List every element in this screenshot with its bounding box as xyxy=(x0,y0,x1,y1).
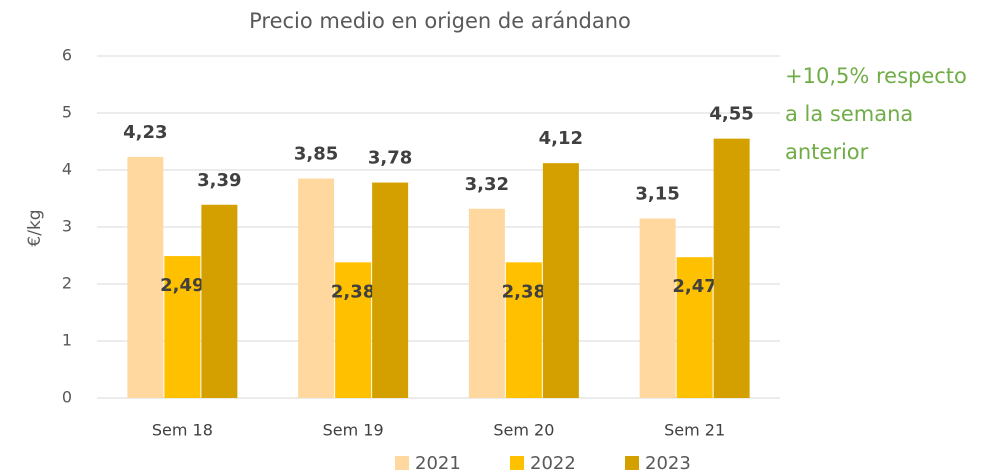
bar xyxy=(127,156,164,398)
data-label: 4,12 xyxy=(539,128,583,149)
x-tick-label: Sem 20 xyxy=(493,421,554,440)
data-label: 2,47 xyxy=(672,276,716,297)
legend-label: 2022 xyxy=(530,453,576,474)
y-tick-label: 6 xyxy=(62,46,72,65)
data-label: 3,85 xyxy=(294,144,338,165)
y-tick-label: 2 xyxy=(62,274,72,293)
bar xyxy=(639,218,676,398)
legend-swatch xyxy=(510,456,524,470)
y-tick-label: 1 xyxy=(62,331,72,350)
bar xyxy=(676,257,713,398)
y-tick-label: 3 xyxy=(62,217,72,236)
legend-swatch xyxy=(395,456,409,470)
x-tick-label: Sem 19 xyxy=(323,421,384,440)
bar xyxy=(468,208,505,398)
data-label: 4,23 xyxy=(123,122,167,143)
x-tick-label: Sem 18 xyxy=(152,421,213,440)
bar xyxy=(372,182,409,398)
legend-swatch xyxy=(625,456,639,470)
data-label: 3,15 xyxy=(635,183,679,204)
bar xyxy=(505,262,542,398)
x-tick-label: Sem 21 xyxy=(664,421,725,440)
annotation: +10,5% respecto xyxy=(785,64,967,88)
data-label: 3,78 xyxy=(368,148,412,169)
y-tick-label: 4 xyxy=(62,160,72,179)
bar xyxy=(542,163,579,398)
annotation: anterior xyxy=(785,140,869,164)
bar xyxy=(201,204,238,398)
data-label: 4,55 xyxy=(709,104,753,125)
legend-label: 2023 xyxy=(645,453,691,474)
chart-title: Precio medio en origen de arándano xyxy=(249,9,631,33)
legend-label: 2021 xyxy=(415,453,461,474)
y-tick-label: 5 xyxy=(62,103,72,122)
y-axis-label: €/kg xyxy=(25,209,45,246)
bar xyxy=(164,256,201,398)
bar xyxy=(298,178,335,398)
data-label: 2,38 xyxy=(502,281,546,302)
annotation: a la semana xyxy=(785,102,913,126)
data-label: 3,39 xyxy=(197,170,241,191)
data-label: 3,32 xyxy=(465,174,509,195)
data-label: 2,49 xyxy=(160,275,204,296)
bar xyxy=(713,138,750,398)
bar xyxy=(335,262,372,398)
y-tick-label: 0 xyxy=(62,388,72,407)
data-label: 2,38 xyxy=(331,281,375,302)
